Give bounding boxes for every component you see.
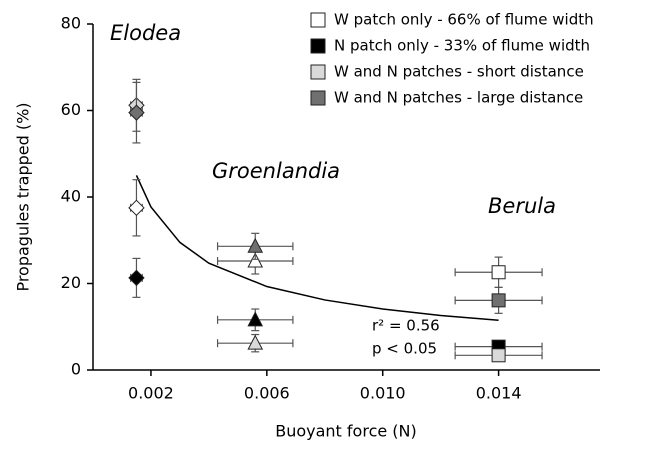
marker <box>247 334 264 350</box>
marker <box>128 269 145 287</box>
marker <box>247 311 264 327</box>
legend-label: W and N patches - short distance <box>334 63 584 81</box>
legend-label: W and N patches - large distance <box>334 89 583 107</box>
y-tick-label: 0 <box>71 360 81 379</box>
y-tick-label: 40 <box>61 187 81 206</box>
marker <box>247 237 264 253</box>
x-axis-label: Buoyant force (N) <box>275 422 417 441</box>
x-tick-label: 0.014 <box>476 384 522 403</box>
legend-swatch <box>310 90 326 106</box>
legend-swatch <box>310 64 326 80</box>
x-tick-label: 0.002 <box>128 384 174 403</box>
y-tick-label: 80 <box>61 14 81 33</box>
y-tick-label: 20 <box>61 273 81 292</box>
legend-swatch <box>310 12 326 28</box>
y-axis-label: Propagules trapped (%) <box>14 102 33 291</box>
group-label: Berula <box>488 194 556 218</box>
marker <box>491 265 506 280</box>
x-tick-label: 0.010 <box>360 384 406 403</box>
marker <box>128 104 145 121</box>
annotation: p < 0.05 <box>372 340 437 358</box>
marker <box>247 252 264 268</box>
marker <box>128 199 145 217</box>
group-label: Elodea <box>110 21 181 45</box>
legend-swatch <box>310 38 326 54</box>
legend-label: W patch only - 66% of flume width <box>334 11 594 29</box>
group-label: Groenlandia <box>212 159 340 183</box>
marker <box>491 293 506 308</box>
fit-curve <box>135 175 499 322</box>
annotation: r² = 0.56 <box>372 317 440 335</box>
y-tick-label: 60 <box>61 100 81 119</box>
marker <box>491 348 506 363</box>
x-tick-label: 0.006 <box>244 384 290 403</box>
legend-label: N patch only - 33% of flume width <box>334 37 590 55</box>
